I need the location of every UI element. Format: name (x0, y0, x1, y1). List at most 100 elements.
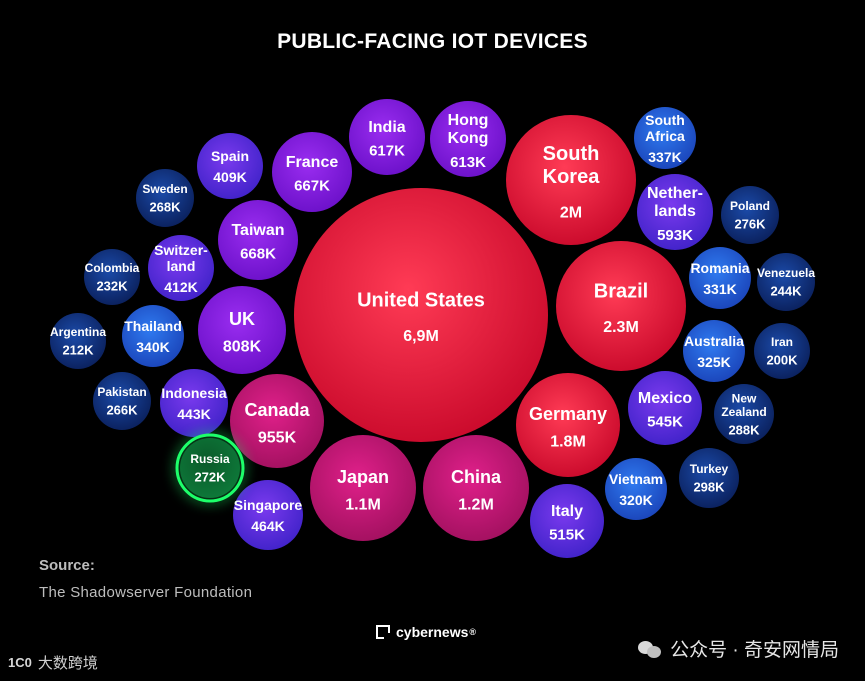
bubble-circle-mexico (628, 371, 702, 445)
cybernews-logo-icon (376, 625, 390, 639)
bubble-iran: Iran 200K (754, 323, 810, 379)
bubble-circle-singapore (233, 480, 303, 550)
brand-name: cybernews (396, 624, 469, 640)
bubble-value-south-korea: 2M (560, 205, 582, 222)
bubble-name-vietnam: Vietnam (609, 471, 663, 487)
bubble-brazil: Brazil 2.3M (556, 241, 686, 371)
bubble-russia: Russia 272K (175, 433, 245, 503)
bubble-argentina: Argentina 212K (50, 313, 106, 369)
bubble-sweden: Sweden 268K (136, 169, 194, 227)
bubble-name-france: France (286, 154, 339, 171)
watermark-logo: 1C0 (8, 655, 32, 670)
bubble-value-germany: 1.8M (550, 433, 586, 450)
bubble-value-canada: 955K (258, 429, 297, 446)
bubble-mexico: Mexico 545K (628, 371, 702, 445)
bubble-name-russia: Russia (190, 452, 230, 466)
bubble-name-switzerland-line-2: land (167, 258, 196, 274)
bubble-name-new-zealand-line-1: New (732, 391, 757, 405)
bubble-spain: Spain 409K (197, 133, 263, 199)
bubble-indonesia: Indonesia 443K (160, 369, 228, 437)
bubble-name-china: China (451, 467, 502, 487)
bubble-circle-romania (689, 247, 751, 309)
watermark-right: 公众号 · 奇安网情局 (638, 635, 839, 662)
bubble-name-canada: Canada (244, 400, 310, 420)
bubble-united-states: United States 6,9M (294, 188, 548, 442)
bubble-poland: Poland 276K (721, 186, 779, 244)
bubble-circle-turkey (679, 448, 739, 508)
bubble-circle-united-states (294, 188, 548, 442)
bubble-value-italy: 515K (549, 527, 585, 544)
bubble-circle-switzerland (148, 235, 214, 301)
bubble-name-argentina: Argentina (50, 325, 106, 339)
bubble-circle-uk (198, 286, 286, 374)
bubble-value-iran: 200K (766, 353, 798, 368)
bubble-name-turkey: Turkey (690, 462, 729, 476)
bubble-circle-taiwan (218, 200, 298, 280)
bubble-value-united-states: 6,9M (403, 328, 439, 345)
bubble-singapore: Singapore 464K (233, 480, 303, 550)
brand-mark: ® (469, 627, 477, 637)
bubble-switzerland: Switzer-land 412K (148, 235, 214, 301)
bubble-circle-new-zealand (714, 384, 774, 444)
bubble-thailand: Thailand 340K (122, 305, 184, 367)
bubble-name-singapore: Singapore (234, 497, 303, 513)
bubble-name-hong-kong-line-2: Kong (448, 130, 489, 147)
bubble-circle-australia (683, 320, 745, 382)
bubble-value-australia: 325K (697, 354, 730, 370)
bubble-name-hong-kong-line-1: Hong (448, 112, 489, 129)
bubble-india: India 617K (349, 99, 425, 175)
bubble-name-indonesia: Indonesia (161, 385, 227, 401)
watermark-right-text: 公众号 · 奇安网情局 (670, 640, 839, 661)
chart-title: PUBLIC-FACING IOT DEVICES (277, 30, 588, 53)
bubble-circle-france (272, 132, 352, 212)
bubble-name-brazil: Brazil (594, 281, 648, 303)
bubble-name-switzerland-line-1: Switzer- (154, 242, 208, 258)
bubble-name-south-africa-line-2: Africa (645, 128, 685, 144)
wechat-icon (638, 639, 662, 659)
bubble-circle-vietnam (605, 458, 667, 520)
bubble-value-singapore: 464K (251, 518, 284, 534)
bubble-name-germany: Germany (529, 404, 607, 424)
bubble-value-turkey: 298K (693, 480, 725, 495)
bubble-value-uk: 808K (223, 338, 262, 355)
bubble-circle-indonesia (160, 369, 228, 437)
bubble-name-india: India (368, 119, 405, 136)
bubble-name-colombia: Colombia (85, 261, 140, 275)
bubble-name-netherlands-line-1: Nether- (647, 185, 703, 202)
bubble-circle-colombia (84, 249, 140, 305)
bubble-value-taiwan: 668K (240, 246, 276, 263)
bubble-value-venezuela: 244K (770, 284, 802, 299)
bubble-netherlands: Nether-lands 593K (637, 174, 713, 250)
bubble-name-poland: Poland (730, 199, 770, 213)
source-label: Source: (39, 557, 95, 574)
bubble-circle-japan (310, 435, 416, 541)
bubble-canada: Canada 955K (230, 374, 324, 468)
bubble-italy: Italy 515K (530, 484, 604, 558)
bubble-circle-netherlands (637, 174, 713, 250)
watermark-left-text: 大数跨境 (37, 655, 98, 672)
bubble-value-netherlands: 593K (657, 227, 693, 244)
bubble-circle-canada (230, 374, 324, 468)
bubble-value-hong-kong: 613K (450, 154, 486, 171)
bubble-value-south-africa: 337K (648, 149, 681, 165)
bubble-name-spain: Spain (211, 148, 249, 164)
bubble-value-japan: 1.1M (345, 496, 381, 513)
source-value: The Shadowserver Foundation (39, 584, 253, 601)
bubble-name-south-africa-line-1: South (645, 112, 685, 128)
bubble-vietnam: Vietnam 320K (605, 458, 667, 520)
bubble-value-indonesia: 443K (177, 406, 210, 422)
bubble-circle-spain (197, 133, 263, 199)
bubble-australia: Australia 325K (683, 320, 745, 382)
bubble-name-australia: Australia (684, 333, 744, 349)
bubble-taiwan: Taiwan 668K (218, 200, 298, 280)
bubble-name-pakistan: Pakistan (97, 385, 146, 399)
bubble-name-netherlands-line-2: lands (654, 203, 696, 220)
watermark-left: 1C0 大数跨境 (8, 652, 98, 673)
bubble-value-mexico: 545K (647, 414, 683, 431)
bubble-circle-germany (516, 373, 620, 477)
bubble-circle-poland (721, 186, 779, 244)
bubble-colombia: Colombia 232K (84, 249, 140, 305)
bubble-japan: Japan 1.1M (310, 435, 416, 541)
